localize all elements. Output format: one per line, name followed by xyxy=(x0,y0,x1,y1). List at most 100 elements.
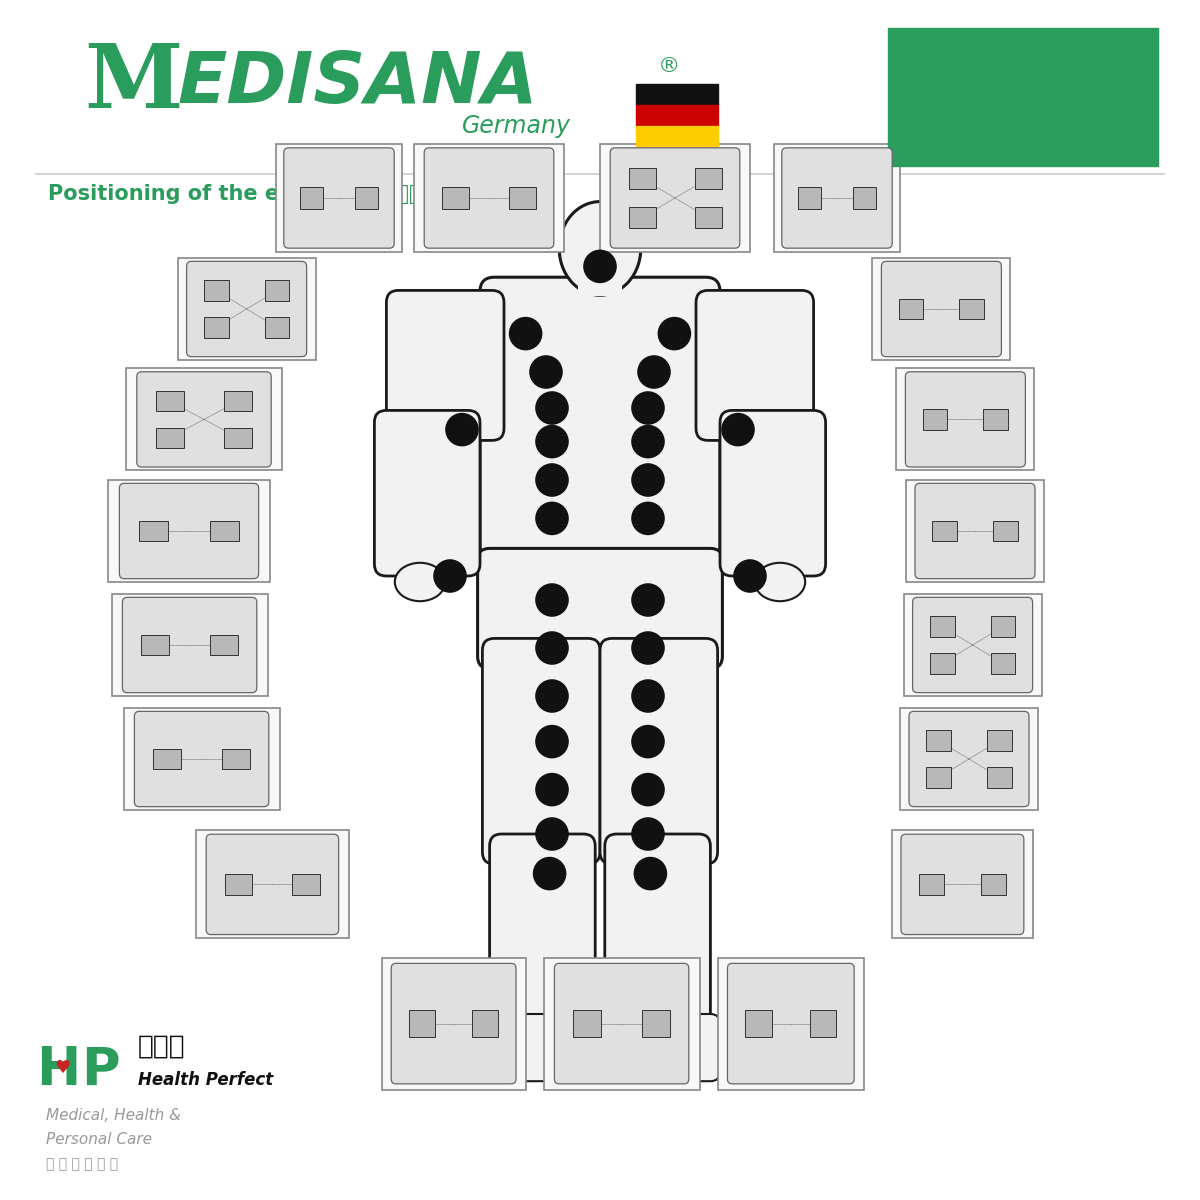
Text: Positioning of the electrodes 電極的定位: Positioning of the electrodes 電極的定位 xyxy=(48,185,458,204)
Text: MODEL: MODEL xyxy=(959,71,1086,102)
Bar xyxy=(642,1010,670,1037)
FancyBboxPatch shape xyxy=(187,262,307,356)
Bar xyxy=(872,258,1010,360)
Circle shape xyxy=(631,463,665,497)
FancyBboxPatch shape xyxy=(554,964,689,1084)
Circle shape xyxy=(535,425,569,458)
Text: EDISANA: EDISANA xyxy=(178,49,538,119)
Circle shape xyxy=(583,250,617,283)
FancyBboxPatch shape xyxy=(600,638,718,864)
Bar xyxy=(853,187,876,209)
Bar xyxy=(918,874,944,895)
Bar xyxy=(126,368,282,470)
Bar xyxy=(992,521,1018,541)
Circle shape xyxy=(535,502,569,535)
FancyBboxPatch shape xyxy=(610,148,739,248)
Circle shape xyxy=(535,583,569,617)
Bar xyxy=(629,206,655,228)
FancyBboxPatch shape xyxy=(727,964,854,1084)
Bar xyxy=(509,187,535,209)
Circle shape xyxy=(535,679,569,713)
FancyBboxPatch shape xyxy=(881,262,1001,356)
Text: 健康樂: 健康樂 xyxy=(138,1033,186,1060)
FancyBboxPatch shape xyxy=(901,834,1024,935)
Bar xyxy=(112,594,268,696)
Bar xyxy=(629,168,655,190)
Ellipse shape xyxy=(755,563,805,601)
FancyBboxPatch shape xyxy=(720,410,826,576)
FancyBboxPatch shape xyxy=(611,1014,720,1081)
FancyBboxPatch shape xyxy=(482,638,600,864)
FancyBboxPatch shape xyxy=(605,834,710,1044)
FancyBboxPatch shape xyxy=(137,372,271,467)
Circle shape xyxy=(535,725,569,758)
Text: Health Perfect: Health Perfect xyxy=(138,1070,274,1090)
FancyBboxPatch shape xyxy=(386,290,504,440)
Ellipse shape xyxy=(559,202,641,295)
Bar xyxy=(443,187,469,209)
Bar xyxy=(224,391,252,412)
FancyBboxPatch shape xyxy=(478,548,722,668)
Bar xyxy=(154,749,181,769)
Circle shape xyxy=(509,317,542,350)
Bar xyxy=(156,427,184,448)
Circle shape xyxy=(634,857,667,890)
Bar xyxy=(210,521,239,541)
Bar xyxy=(745,1010,772,1037)
Circle shape xyxy=(637,355,671,389)
Bar xyxy=(264,281,289,301)
Bar xyxy=(224,427,252,448)
Bar xyxy=(300,187,323,209)
Circle shape xyxy=(631,583,665,617)
Circle shape xyxy=(733,559,767,593)
Bar xyxy=(108,480,270,582)
Bar xyxy=(896,368,1034,470)
Bar xyxy=(178,258,316,360)
Bar xyxy=(923,409,948,430)
Bar xyxy=(980,874,1007,895)
Circle shape xyxy=(631,725,665,758)
Circle shape xyxy=(658,317,691,350)
Text: P: P xyxy=(82,1044,120,1097)
Bar xyxy=(636,84,718,104)
Bar xyxy=(204,317,229,337)
FancyBboxPatch shape xyxy=(912,598,1032,692)
FancyBboxPatch shape xyxy=(906,372,1025,467)
Bar xyxy=(900,708,1038,810)
FancyBboxPatch shape xyxy=(782,148,892,248)
Bar xyxy=(986,767,1012,787)
Bar xyxy=(142,635,169,655)
Bar xyxy=(695,206,721,228)
Circle shape xyxy=(631,679,665,713)
Bar xyxy=(892,830,1033,938)
Bar xyxy=(276,144,402,252)
Bar xyxy=(156,391,184,412)
Circle shape xyxy=(445,413,479,446)
Circle shape xyxy=(535,817,569,851)
Bar xyxy=(990,617,1015,637)
Bar xyxy=(473,1010,498,1037)
Circle shape xyxy=(631,631,665,665)
Circle shape xyxy=(433,559,467,593)
Bar xyxy=(983,409,1008,430)
Text: TDP: TDP xyxy=(976,108,1069,150)
Bar xyxy=(932,521,958,541)
Bar xyxy=(810,1010,836,1037)
Bar xyxy=(544,958,700,1090)
Bar xyxy=(904,594,1042,696)
FancyBboxPatch shape xyxy=(120,484,259,578)
Text: 醫 療 保 健 產 品: 醫 療 保 健 產 品 xyxy=(46,1157,118,1171)
Bar xyxy=(959,299,984,319)
Circle shape xyxy=(529,355,563,389)
Bar xyxy=(196,830,349,938)
Text: Medical, Health &: Medical, Health & xyxy=(46,1109,180,1123)
FancyBboxPatch shape xyxy=(910,712,1030,806)
Circle shape xyxy=(535,773,569,806)
Bar xyxy=(718,958,864,1090)
Circle shape xyxy=(631,817,665,851)
Circle shape xyxy=(631,391,665,425)
FancyBboxPatch shape xyxy=(284,148,395,248)
FancyBboxPatch shape xyxy=(122,598,257,692)
Bar xyxy=(204,281,229,301)
Bar xyxy=(293,874,320,895)
